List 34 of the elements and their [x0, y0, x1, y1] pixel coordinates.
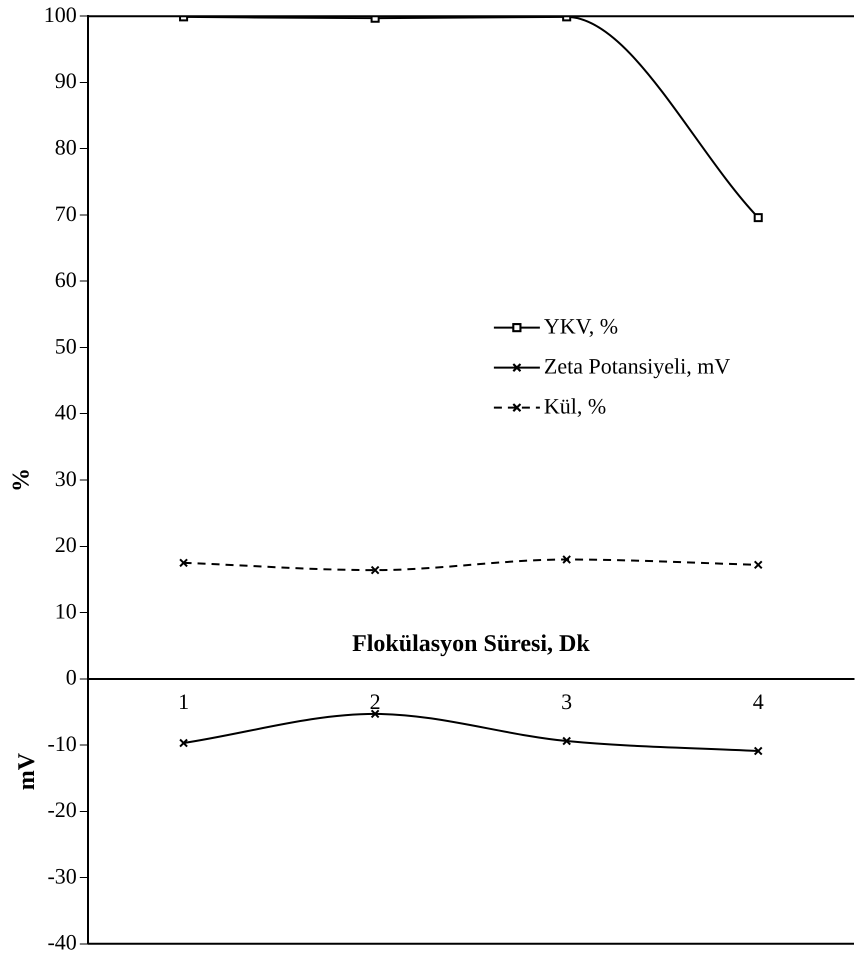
- point: [179, 558, 188, 568]
- y-tick-label: -40: [47, 930, 77, 955]
- y-tick-label: 80: [54, 134, 77, 160]
- y-tick-label: 50: [54, 333, 77, 358]
- legend-label: Kül, %: [544, 393, 606, 418]
- y-tick-label: 40: [54, 400, 77, 425]
- point: [754, 213, 763, 222]
- y-tick-label: 60: [54, 267, 77, 292]
- y-tick-label: 30: [54, 466, 77, 491]
- y-axis-title: %: [8, 468, 35, 492]
- y-tick-label: 20: [54, 532, 77, 558]
- legend-label: YKV, %: [544, 313, 618, 338]
- x-axis-title: Flokülasyon Süresi, Dk: [352, 630, 590, 657]
- y-tick-label: 10: [54, 598, 77, 624]
- point: [754, 560, 763, 570]
- y-tick-label: 0: [66, 664, 77, 690]
- y-tick-label: -20: [47, 797, 77, 822]
- legend-label: Zeta Potansiyeli, mV: [544, 353, 730, 378]
- x-tick-label: 3: [561, 688, 572, 714]
- y-tick-label: 100: [44, 2, 77, 27]
- x-tick-label: 2: [370, 688, 381, 714]
- text: mV: [14, 752, 40, 790]
- point: [370, 709, 380, 718]
- y-tick-label: -10: [47, 730, 77, 756]
- point: [754, 746, 763, 756]
- point: [179, 738, 188, 748]
- point: [562, 736, 572, 746]
- y-tick-label: 70: [54, 200, 77, 226]
- x-tick-label: 4: [752, 688, 764, 714]
- point: [562, 554, 572, 564]
- point: [370, 566, 380, 575]
- x-tick-label: 1: [178, 688, 190, 714]
- y-tick-label: -30: [47, 863, 77, 888]
- y-tick-label: 90: [54, 68, 77, 94]
